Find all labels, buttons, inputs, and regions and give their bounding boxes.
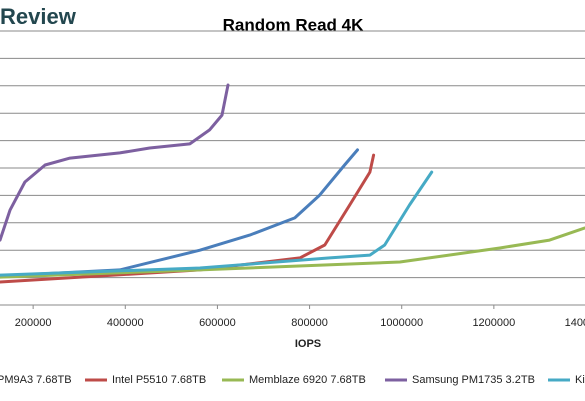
chart-title: Random Read 4K bbox=[223, 15, 364, 34]
series-line bbox=[0, 83, 230, 242]
logo: Review bbox=[0, 4, 77, 29]
legend-label: Ki bbox=[575, 374, 585, 386]
x-tick-label: 1400000 bbox=[565, 317, 585, 329]
series-line bbox=[0, 226, 585, 279]
x-tick-label: 600000 bbox=[199, 317, 236, 329]
x-tick-label: 1200000 bbox=[472, 317, 515, 329]
x-tick-label: 800000 bbox=[291, 317, 328, 329]
legend-label: Memblaze 6920 7.68TB bbox=[249, 374, 366, 386]
series-line bbox=[0, 148, 359, 278]
legend-label: PM9A3 7.68TB bbox=[0, 374, 72, 386]
x-tick-label: 200000 bbox=[15, 317, 52, 329]
series-line bbox=[0, 170, 434, 277]
x-tick-label: 1000000 bbox=[380, 317, 423, 329]
x-axis-label: IOPS bbox=[295, 338, 321, 350]
x-tick-label: 400000 bbox=[107, 317, 144, 329]
legend-label: Intel P5510 7.68TB bbox=[112, 374, 206, 386]
series-line bbox=[0, 153, 376, 284]
legend-label: Samsung PM1735 3.2TB bbox=[412, 374, 535, 386]
